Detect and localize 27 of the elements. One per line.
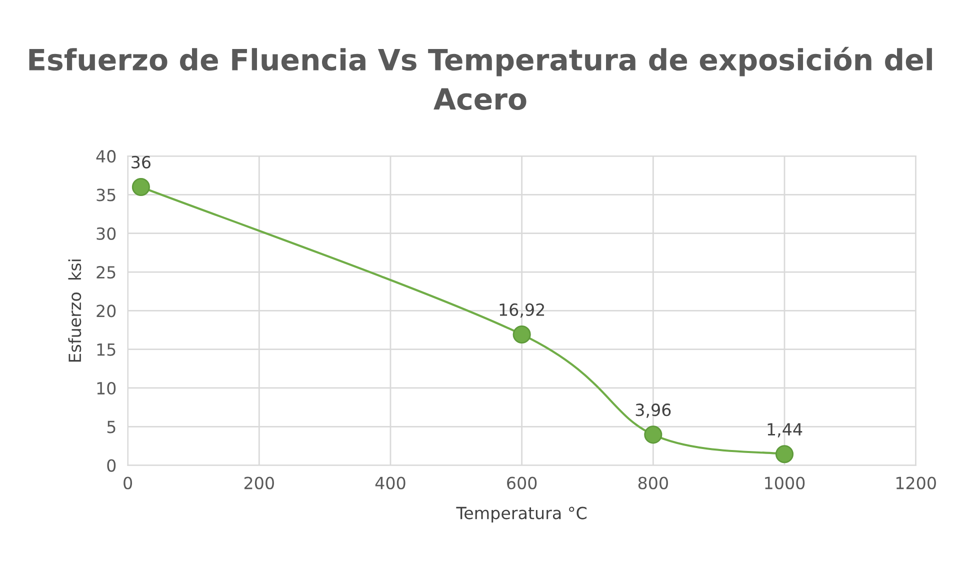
data-label: 16,92: [500, 303, 544, 318]
y-tick-label: 35: [96, 188, 116, 202]
x-tick-label: 0: [124, 476, 132, 490]
point: [644, 426, 662, 444]
y-tick-label: 40: [96, 150, 116, 163]
chart-title: Esfuerzo de Fluencia Vs Temperatura de exposición del Acero: [29, 46, 932, 110]
x-tick-label: 1200: [896, 476, 936, 490]
data-label: 1,44: [768, 423, 802, 438]
y-tick-label: 10: [97, 382, 116, 395]
y-tick-label: 5: [107, 420, 116, 434]
y-axis-title: Esfuerzo ksi: [68, 260, 82, 362]
x-tick-label: 1000: [765, 476, 805, 490]
x-tick-label: 400: [375, 476, 406, 490]
point: [132, 178, 150, 196]
point: [775, 445, 794, 464]
x-axis-title: Temperatura °C: [456, 506, 587, 523]
y-tick-label: 25: [96, 266, 116, 279]
point: [512, 325, 531, 344]
x-tick-label: 800: [638, 476, 668, 490]
y-tick-label: 20: [96, 304, 116, 318]
y-tick-label: 0: [107, 459, 116, 472]
y-tick-label: 15: [97, 344, 116, 356]
data-label: 36: [132, 156, 150, 168]
data-label: 3,96: [636, 404, 671, 418]
x-tick-label: 200: [244, 476, 274, 490]
y-tick-label: 30: [96, 227, 116, 240]
x-tick-label: 600: [507, 476, 537, 490]
